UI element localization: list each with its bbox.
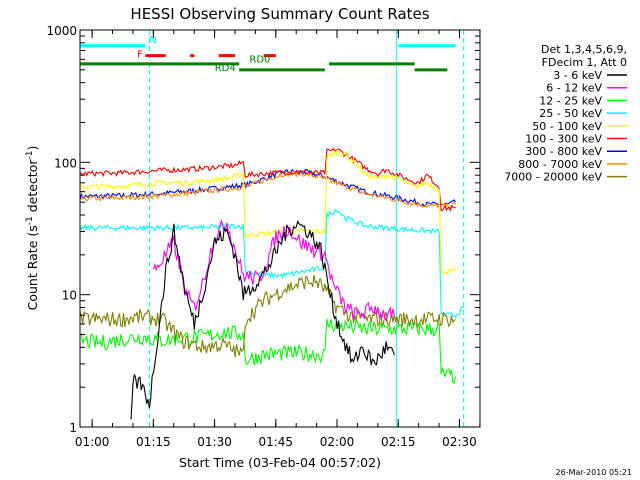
annotation-n: N xyxy=(149,35,156,46)
series-line-8 xyxy=(79,274,456,358)
y-tick-label-1: 10 xyxy=(62,289,77,303)
chart-title: HESSI Observing Summary Count Rates xyxy=(130,5,429,23)
series-line-2 xyxy=(79,318,457,385)
legend-label-3: 25 - 50 keV xyxy=(539,107,602,120)
legend-header-2: FDecim 1, Att 0 xyxy=(542,56,627,69)
series-line-0 xyxy=(130,220,395,420)
y-tick-label-3: 1000 xyxy=(46,24,77,38)
y-axis: 1 10 100 1000 xyxy=(46,24,480,435)
legend-label-8: 7000 - 20000 keV xyxy=(504,171,602,184)
x-tick-label-2: 01:30 xyxy=(197,435,232,449)
plot-area: NF RD0 RD4 xyxy=(79,30,465,427)
series-line-5 xyxy=(79,147,456,212)
series-line-1 xyxy=(152,218,395,322)
series-line-6 xyxy=(79,168,456,207)
legend-label-5: 100 - 300 keV xyxy=(525,133,602,146)
series-line-7 xyxy=(79,169,456,209)
x-tick-label-6: 02:30 xyxy=(442,435,477,449)
x-tick-label-5: 02:15 xyxy=(381,435,416,449)
legend-label-4: 50 - 100 keV xyxy=(532,120,602,133)
series-line-3 xyxy=(79,208,464,319)
x-tick-label-3: 01:45 xyxy=(258,435,293,449)
annotation-rd0: RD0 xyxy=(249,54,270,65)
y-tick-label-2: 100 xyxy=(54,156,77,170)
x-tick-label-4: 02:00 xyxy=(320,435,355,449)
annotation-f: F xyxy=(137,49,143,60)
timestamp: 26-Mar-2010 05:21 xyxy=(556,468,633,477)
legend-label-0: 3 - 6 keV xyxy=(553,69,602,82)
series-line-4 xyxy=(79,149,456,275)
legend-label-1: 6 - 12 keV xyxy=(546,82,602,95)
y-axis-label: Count Rate (s-1 detector-1) xyxy=(25,146,40,311)
legend: Det 1,3,4,5,6,9, FDecim 1, Att 0 3 - 6 k… xyxy=(504,43,627,184)
legend-label-7: 800 - 7000 keV xyxy=(518,158,602,171)
legend-label-2: 12 - 25 keV xyxy=(539,94,602,107)
y-tick-label-0: 1 xyxy=(69,421,77,435)
annotation-rd4: RD4 xyxy=(215,63,236,74)
legend-header-1: Det 1,3,4,5,6,9, xyxy=(541,43,627,56)
x-axis-label: Start Time (03-Feb-04 00:57:02) xyxy=(179,455,381,470)
x-tick-label-1: 01:15 xyxy=(136,435,171,449)
x-tick-label-0: 01:00 xyxy=(75,435,110,449)
plot-frame xyxy=(79,29,481,428)
x-axis: 01:00 01:15 01:30 01:45 02:00 02:15 02:30 xyxy=(75,30,481,449)
legend-label-6: 300 - 800 keV xyxy=(525,145,602,158)
